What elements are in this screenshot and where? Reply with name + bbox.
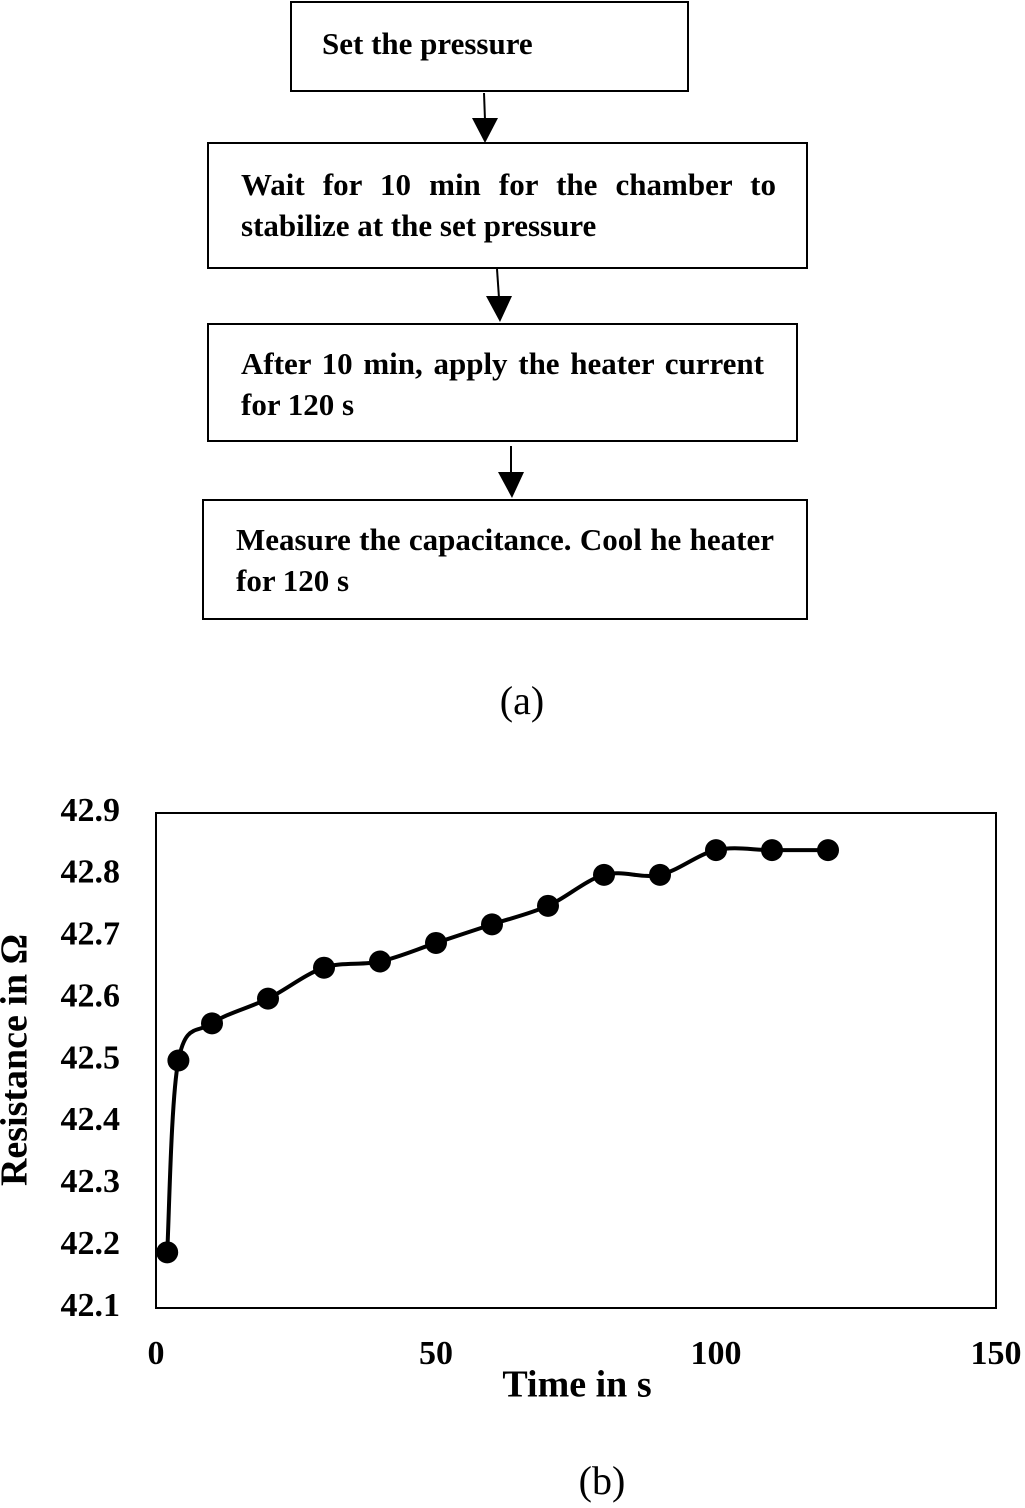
step-text: Wait for 10 min for the chamber to stabi… xyxy=(241,167,776,243)
y-tick-label: 42.2 xyxy=(61,1225,121,1262)
marker xyxy=(257,987,279,1010)
marker xyxy=(167,1049,190,1072)
marker xyxy=(537,894,559,917)
y-tick-label: 42.6 xyxy=(61,977,121,1014)
y-tick-label: 42.3 xyxy=(61,1163,121,1200)
caption: (a) xyxy=(500,678,544,723)
flow-step: After 10 min, apply the heater current f… xyxy=(207,323,798,442)
flow-step: Measure the capacitance. Cool he heater … xyxy=(202,499,808,620)
step-text: Measure the capacitance. Cool he heater … xyxy=(236,522,774,598)
marker xyxy=(593,863,615,886)
flow-step: Wait for 10 min for the chamber to stabi… xyxy=(207,142,808,269)
y-tick-label: 42.7 xyxy=(61,916,121,953)
x-tick-label: 150 xyxy=(971,1335,1022,1372)
arrow-head xyxy=(486,296,512,322)
y-axis-label: Resistance in Ω xyxy=(0,934,36,1186)
plot: 42.1 42.2 42.3 42.4 42.5 42.6 42.7 42.8 42.9 0 50 1… xyxy=(61,792,1022,1372)
arrows xyxy=(472,92,524,498)
y-tick-label: 42.1 xyxy=(61,1287,121,1324)
arrow-head xyxy=(472,118,498,143)
arrow xyxy=(496,268,500,299)
marker xyxy=(705,839,727,862)
x-tick-label: 50 xyxy=(419,1335,453,1372)
marker xyxy=(313,956,335,979)
step-text: Set the pressure xyxy=(322,26,533,61)
marker xyxy=(369,950,391,973)
marker xyxy=(201,1012,223,1035)
caption: (b) xyxy=(579,1458,626,1503)
arrow-head xyxy=(498,472,524,498)
flow-step: Set the pressure xyxy=(290,1,689,92)
marker xyxy=(649,863,671,886)
marker xyxy=(481,913,503,936)
y-tick-label: 42.4 xyxy=(61,1101,121,1138)
y-tick-label: 42.8 xyxy=(61,854,121,891)
y-tick-label: 42.5 xyxy=(61,1039,121,1076)
line xyxy=(165,846,828,1253)
marker xyxy=(156,1241,179,1264)
arrow xyxy=(483,92,486,121)
x-tick-label: 0 xyxy=(148,1335,165,1372)
marker xyxy=(425,931,447,954)
plot-frame xyxy=(155,812,997,1309)
marker xyxy=(761,839,783,862)
x-tick-label: 100 xyxy=(691,1335,742,1372)
marker xyxy=(817,839,839,862)
step-text: After 10 min, apply the heater current f… xyxy=(241,346,764,422)
y-tick-label: 42.9 xyxy=(61,792,121,829)
x-axis-label: Time in s xyxy=(502,1364,651,1406)
